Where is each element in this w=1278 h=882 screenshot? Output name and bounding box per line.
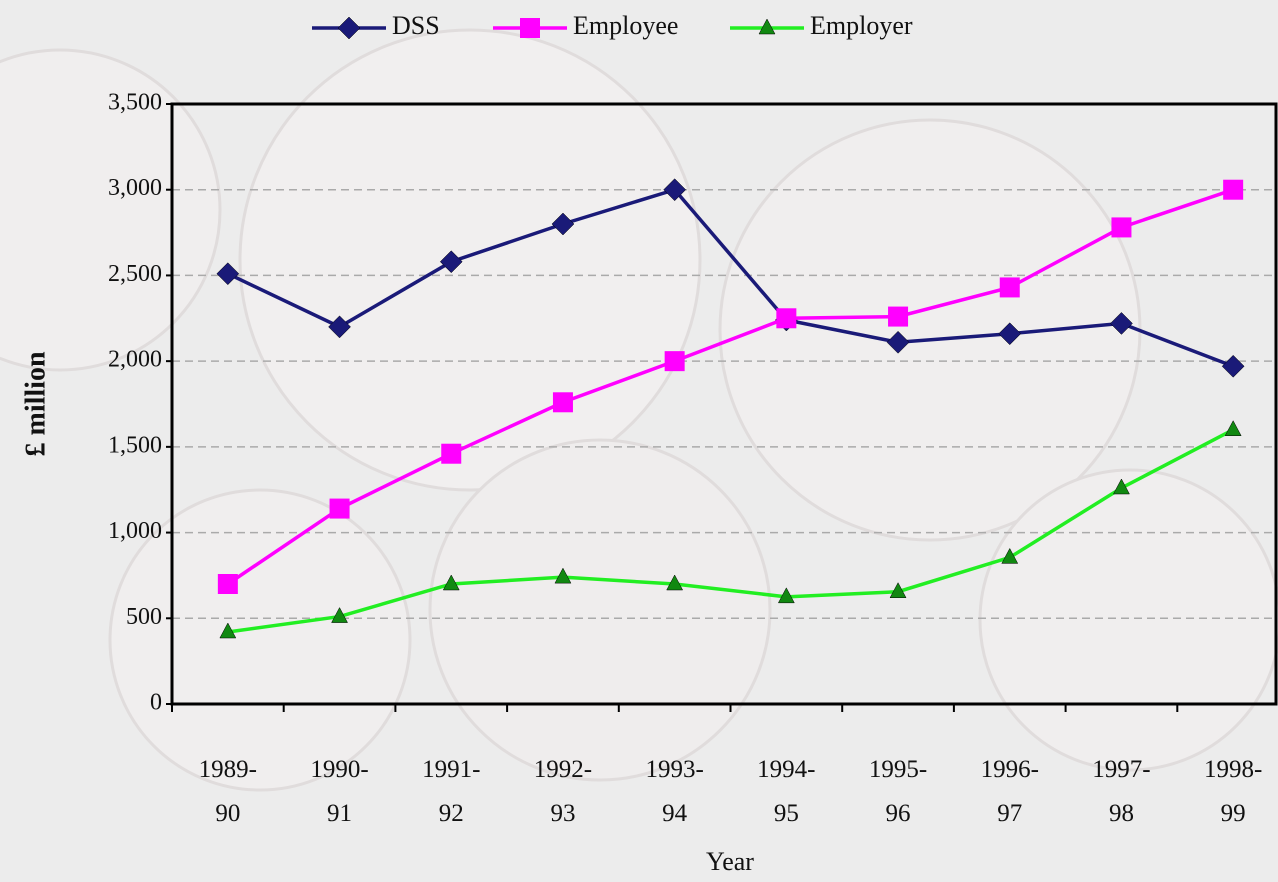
x-tick-label: 1990- 91 [285, 748, 395, 836]
marker [1111, 217, 1131, 237]
marker [888, 307, 908, 327]
legend-label: DSS [392, 11, 440, 40]
x-tick-label: 1993- 94 [620, 748, 730, 836]
x-tick-label: 1995- 96 [843, 748, 953, 836]
marker [776, 308, 796, 328]
x-tick-label: 1991- 92 [396, 748, 506, 836]
y-tick-label: 3,000 [108, 175, 162, 201]
marker [1222, 355, 1244, 377]
marker [218, 574, 238, 594]
marker [665, 351, 685, 371]
marker [1000, 277, 1020, 297]
y-tick-label: 500 [126, 604, 162, 630]
x-tick-label: 1994- 95 [731, 748, 841, 836]
x-tick-label: 1998- 99 [1178, 748, 1278, 836]
marker [1223, 180, 1243, 200]
legend-label: Employer [810, 11, 913, 40]
x-tick-label: 1992- 93 [508, 748, 618, 836]
page: £ million Year 0 500 1,000 1,500 2,000 2,500 3… [0, 0, 1278, 882]
axis-title-y: £ million [20, 351, 51, 456]
marker [553, 392, 573, 412]
legend-marker [520, 18, 540, 38]
axis-title-x: Year [706, 847, 754, 876]
x-tick-label: 1989- 90 [173, 748, 283, 836]
x-tick-label: 1996- 97 [955, 748, 1065, 836]
y-tick-label: 3,500 [108, 90, 162, 116]
y-tick-label: 0 [150, 690, 162, 716]
legend-marker [338, 17, 360, 39]
y-tick-label: 2,000 [108, 347, 162, 373]
background-coins [0, 30, 1278, 790]
y-tick-label: 1,000 [108, 518, 162, 544]
y-tick-label: 2,500 [108, 261, 162, 287]
marker [441, 444, 461, 464]
marker [330, 499, 350, 519]
x-tick-label: 1997- 98 [1066, 748, 1176, 836]
marker [217, 263, 239, 285]
y-tick-label: 1,500 [108, 432, 162, 458]
marker [1225, 421, 1241, 436]
legend-label: Employee [573, 11, 678, 40]
